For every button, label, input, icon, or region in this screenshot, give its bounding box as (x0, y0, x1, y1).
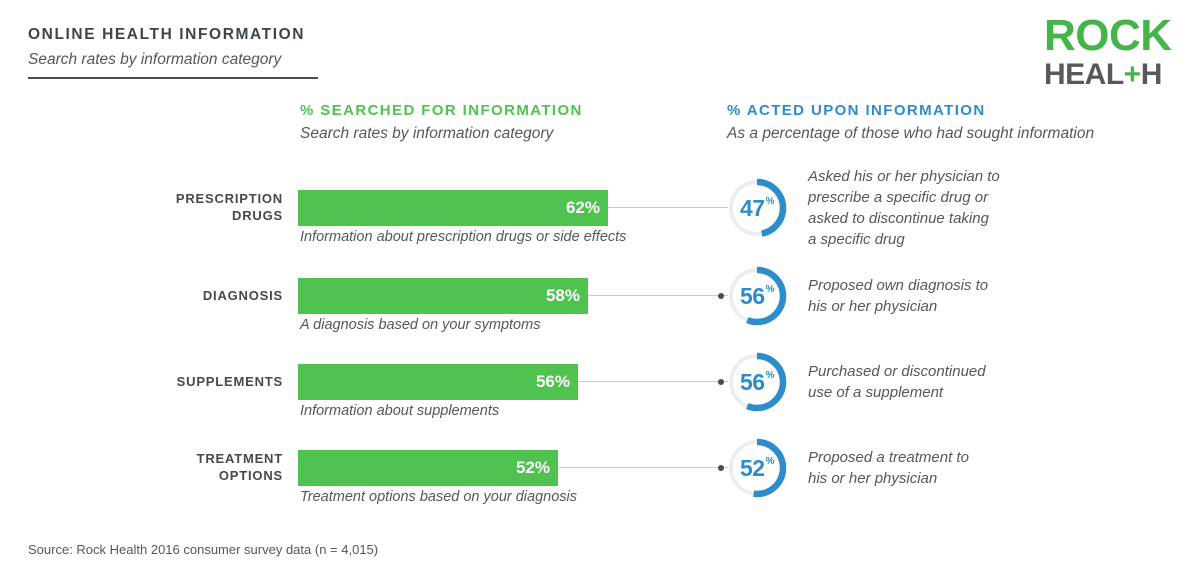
donut-ring (727, 178, 787, 238)
logo-heal-text: HEAL (1044, 58, 1124, 91)
connector-line (558, 467, 728, 468)
acted-column-header: % ACTED UPON INFORMATION As a percentage… (727, 102, 1094, 143)
acted-caption: Asked his or her physician to prescribe a… (808, 168, 1000, 248)
title-block: ONLINE HEALTH INFORMATION Search rates b… (28, 26, 318, 79)
bar-value-label: 56% (535, 372, 570, 391)
acted-donut-chart: 56% (726, 265, 788, 327)
donut-ring (727, 352, 787, 412)
chart-row-treatment-options: TREATMENT OPTIONS 52% Treatment options b… (28, 425, 1188, 511)
percent-sign: % (765, 283, 775, 295)
acted-donut-chart: 47% (726, 177, 788, 239)
source-note: Source: Rock Health 2016 consumer survey… (28, 542, 379, 557)
category-label: PRESCRIPTION DRUGS (175, 191, 283, 223)
percent-sign: % (765, 369, 775, 381)
connector-line (578, 381, 728, 382)
donut-ring (727, 438, 787, 498)
bar-value-label: 58% (545, 286, 580, 305)
rock-health-logo: ROCK HEAL+H (1044, 14, 1172, 90)
page-subtitle: Search rates by information category (28, 51, 282, 68)
page-title: ONLINE HEALTH INFORMATION (28, 26, 306, 43)
searched-bar: 62% (298, 190, 608, 226)
donut-value: 52% (740, 454, 775, 481)
chart-row-supplements: SUPPLEMENTS 56% Information about supple… (28, 339, 1188, 425)
bar-caption: Treatment options based on your diagnosi… (300, 489, 578, 505)
acted-donut-chart: 56% (726, 351, 788, 413)
donut-value: 56% (740, 368, 775, 395)
donut-value: 47% (740, 194, 775, 221)
category-label: SUPPLEMENTS (176, 373, 283, 389)
connector-dot (718, 293, 724, 299)
acted-caption: Purchased or discontinued use of a supple… (808, 363, 986, 401)
category-label: DIAGNOSIS (202, 287, 283, 303)
donut-ring (727, 266, 787, 326)
searched-bar: 52% (298, 450, 558, 486)
chart-row-diagnosis: DIAGNOSIS 58% A diagnosis based on your … (28, 253, 1188, 339)
acted-donut-chart: 52% (726, 437, 788, 499)
acted-column-title: % ACTED UPON INFORMATION (727, 102, 986, 119)
acted-caption: Proposed a treatment to his or her physic… (808, 449, 969, 487)
percent-sign: % (765, 455, 775, 467)
logo-h-text: H (1140, 58, 1163, 91)
bar-value-label: 62% (565, 198, 600, 217)
acted-column-subtitle: As a percentage of those who had sought … (727, 125, 1095, 142)
acted-caption: Proposed own diagnosis to his or her phys… (808, 277, 989, 315)
category-label: TREATMENT OPTIONS (196, 451, 283, 483)
donut-value: 56% (740, 282, 775, 309)
connector-dot (718, 465, 724, 471)
percent-sign: % (765, 195, 775, 207)
title-underline (28, 77, 318, 79)
bar-value-label: 52% (515, 458, 550, 477)
connector-dot (718, 379, 724, 385)
searched-column-title: % SEARCHED FOR INFORMATION (300, 102, 583, 119)
connector-line (608, 207, 728, 208)
searched-column-header: % SEARCHED FOR INFORMATION Search rates … (300, 102, 583, 143)
bar-caption: Information about supplements (300, 403, 500, 419)
chart-row-prescription-drugs: PRESCRIPTION DRUGS 62% Information about … (28, 165, 1188, 251)
searched-bar: 56% (298, 364, 578, 400)
searched-column-subtitle: Search rates by information category (300, 125, 554, 142)
bar-caption: A diagnosis based on your symptoms (300, 317, 541, 333)
searched-bar: 58% (298, 278, 588, 314)
connector-line (588, 295, 728, 296)
logo-rock-text: ROCK (1044, 11, 1172, 60)
logo-plus-icon: + (1123, 58, 1142, 91)
chart-rows: PRESCRIPTION DRUGS 62% Information about … (28, 165, 1188, 525)
bar-caption: Information about prescription drugs or … (300, 229, 627, 245)
logo-health-text: HEAL+H (1044, 60, 1172, 90)
